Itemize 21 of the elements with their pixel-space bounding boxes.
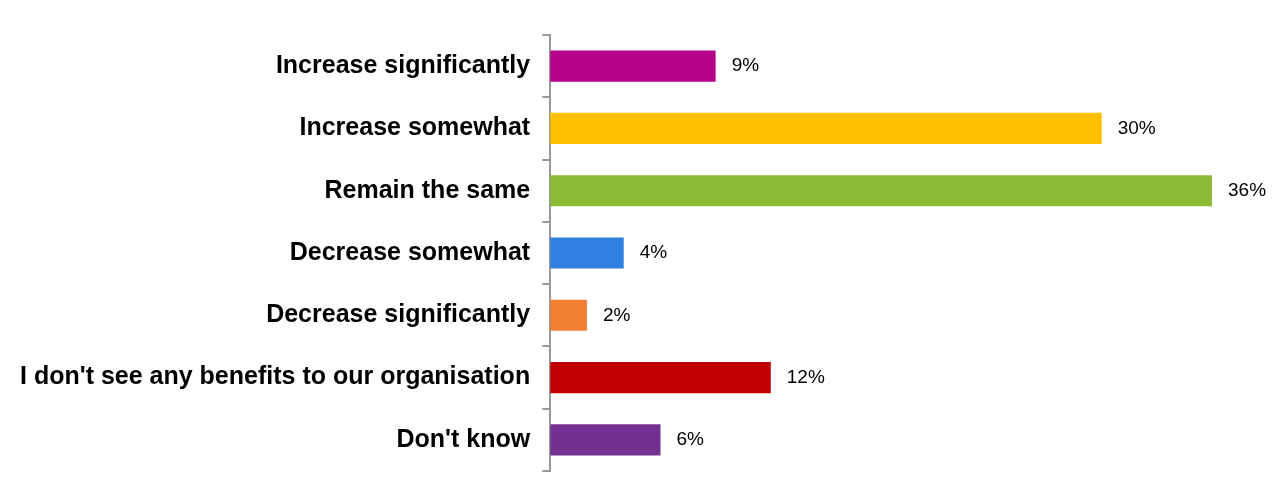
y-tick-label: Decrease somewhat	[289, 236, 531, 265]
bar	[550, 112, 1102, 144]
bar	[550, 362, 771, 394]
y-tick-label: Don't know	[396, 423, 531, 452]
data-label: 30%	[1117, 116, 1156, 138]
y-tick-label: I don't see any benefits to our organisation	[20, 361, 531, 390]
bar	[550, 175, 1212, 207]
y-tick-label: Decrease significantly	[266, 299, 531, 328]
bar	[550, 50, 716, 82]
bar	[550, 299, 587, 331]
data-label: 2%	[602, 303, 631, 325]
y-tick-label: Increase somewhat	[299, 112, 531, 141]
data-label: 12%	[786, 365, 825, 387]
bar	[550, 237, 624, 269]
data-label: 4%	[639, 241, 668, 263]
data-label: 9%	[731, 54, 760, 76]
y-tick-label: Increase significantly	[275, 50, 531, 79]
data-label: 6%	[676, 428, 705, 450]
bar	[550, 424, 661, 456]
data-label: 36%	[1228, 178, 1267, 200]
y-tick-label: Remain the same	[324, 174, 531, 203]
